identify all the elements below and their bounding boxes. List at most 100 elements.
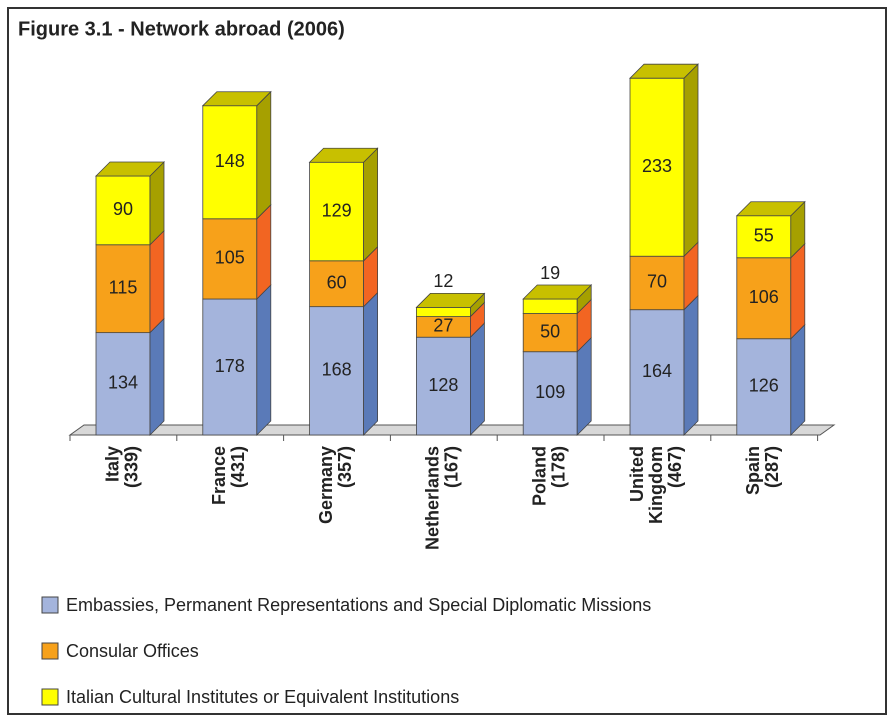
x-tick-label: (357) bbox=[335, 446, 355, 488]
bar-segment bbox=[308, 147, 379, 262]
bar-segment bbox=[95, 229, 165, 334]
bar-face bbox=[363, 147, 379, 262]
bar-face bbox=[309, 260, 365, 308]
value-label: 70 bbox=[647, 272, 667, 292]
bar-face bbox=[576, 336, 592, 436]
x-tick-label: (339) bbox=[121, 446, 141, 488]
value-label: 129 bbox=[322, 200, 352, 220]
bar-face bbox=[309, 306, 365, 436]
bar-segment bbox=[522, 284, 593, 315]
bar-segment bbox=[629, 294, 699, 436]
bar-face bbox=[629, 63, 699, 79]
value-label: 50 bbox=[540, 321, 560, 341]
x-tick-label: (467) bbox=[665, 446, 685, 488]
bar-segment bbox=[309, 245, 379, 308]
bar-segment bbox=[95, 161, 165, 246]
value-label: 60 bbox=[327, 272, 347, 292]
value-label: 109 bbox=[535, 382, 565, 402]
x-tick-label: United bbox=[627, 446, 647, 502]
bar-segment bbox=[736, 323, 806, 436]
bar-face bbox=[683, 294, 699, 436]
bar-face bbox=[149, 229, 165, 334]
value-label: 168 bbox=[322, 360, 352, 380]
bar-face bbox=[415, 336, 471, 436]
bar-segment bbox=[415, 301, 485, 339]
bar-segment bbox=[201, 90, 272, 220]
bar-segment bbox=[95, 317, 165, 436]
bar-face bbox=[202, 298, 258, 436]
legend-swatch bbox=[41, 596, 59, 614]
value-label: 178 bbox=[215, 356, 245, 376]
bar-face bbox=[415, 307, 471, 317]
bar-segment bbox=[629, 63, 699, 258]
x-tick-label: Germany bbox=[316, 446, 336, 524]
bar-face bbox=[256, 203, 272, 300]
value-label: 90 bbox=[113, 199, 133, 219]
value-label: 19 bbox=[540, 263, 560, 283]
value-label: 128 bbox=[428, 375, 458, 395]
x-tick-label: (287) bbox=[762, 446, 782, 488]
bar-face bbox=[95, 175, 151, 246]
bar-face bbox=[629, 309, 685, 436]
bar-face bbox=[201, 91, 272, 107]
bar-face bbox=[790, 323, 806, 436]
bar-face bbox=[790, 242, 806, 340]
legend-swatch bbox=[41, 688, 59, 706]
value-label: 134 bbox=[108, 373, 138, 393]
bar-face bbox=[95, 332, 151, 436]
bar-segment bbox=[202, 203, 272, 300]
bar-segment bbox=[629, 241, 699, 311]
value-label: 233 bbox=[642, 156, 672, 176]
bar-face bbox=[736, 215, 792, 259]
x-tick-label: (178) bbox=[548, 446, 568, 488]
legend-swatch bbox=[41, 642, 59, 660]
bar-segment bbox=[415, 292, 486, 318]
value-label: 12 bbox=[433, 271, 453, 291]
x-tick-label: Kingdom bbox=[646, 446, 666, 524]
bar-segment bbox=[309, 291, 379, 436]
bar-face bbox=[149, 317, 165, 436]
value-label: 164 bbox=[642, 361, 672, 381]
bar-face bbox=[683, 63, 699, 258]
x-tick-label: (431) bbox=[228, 446, 248, 488]
x-tick-label: Netherlands bbox=[423, 446, 443, 550]
legend-label: Embassies, Permanent Representations and… bbox=[66, 595, 651, 615]
bar-face bbox=[95, 161, 165, 177]
value-label: 126 bbox=[749, 376, 779, 396]
bar-face bbox=[256, 90, 272, 220]
bar-segment bbox=[202, 284, 272, 436]
bar-face bbox=[735, 201, 806, 217]
bar-segment bbox=[735, 200, 806, 259]
bar-face bbox=[522, 351, 578, 436]
bar-face bbox=[202, 218, 258, 300]
x-tick-label: France bbox=[209, 446, 229, 505]
bar-face bbox=[629, 77, 685, 257]
bar-face bbox=[363, 291, 379, 436]
bar-face bbox=[736, 257, 792, 340]
bar-face bbox=[522, 284, 593, 300]
x-tick-label: Italy bbox=[102, 446, 122, 482]
x-tick-label: Poland bbox=[529, 446, 549, 506]
bar-face bbox=[629, 255, 685, 311]
bar-face bbox=[256, 284, 272, 436]
bar-segment bbox=[736, 242, 806, 340]
value-label: 115 bbox=[109, 277, 138, 297]
bar-face bbox=[95, 244, 151, 334]
bar-face bbox=[522, 298, 578, 314]
value-label: 27 bbox=[433, 316, 453, 336]
value-label: 148 bbox=[215, 151, 245, 171]
x-tick-label: Spain bbox=[743, 446, 763, 495]
bar-face bbox=[309, 161, 365, 262]
bar-face bbox=[469, 322, 485, 436]
bar-face bbox=[308, 147, 379, 163]
bar-face bbox=[415, 293, 486, 308]
chart-title: Figure 3.1 - Network abroad (2006) bbox=[18, 18, 345, 40]
value-label: 55 bbox=[754, 225, 774, 245]
bar-segment bbox=[415, 322, 485, 436]
value-label: 105 bbox=[215, 248, 245, 268]
value-label: 106 bbox=[749, 287, 779, 307]
legend-label: Italian Cultural Institutes or Equivalen… bbox=[66, 687, 459, 707]
x-tick-label: (167) bbox=[442, 446, 462, 488]
bar-segment bbox=[522, 336, 592, 436]
